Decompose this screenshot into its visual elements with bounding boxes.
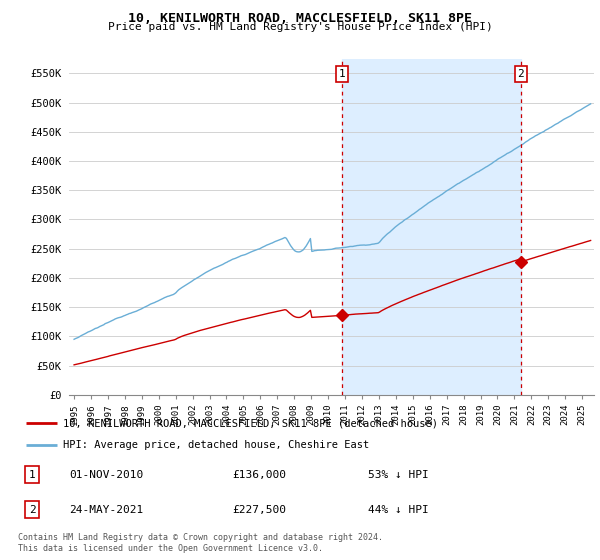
Text: 2: 2 — [29, 505, 35, 515]
Text: 01-NOV-2010: 01-NOV-2010 — [69, 470, 143, 479]
Bar — [342, 59, 521, 395]
Text: 1: 1 — [339, 69, 346, 79]
Text: 10, KENILWORTH ROAD, MACCLESFIELD, SK11 8PE: 10, KENILWORTH ROAD, MACCLESFIELD, SK11 … — [128, 12, 472, 25]
Text: 2: 2 — [517, 69, 524, 79]
Text: 53% ↓ HPI: 53% ↓ HPI — [368, 470, 428, 479]
Text: £136,000: £136,000 — [232, 470, 286, 479]
Text: 44% ↓ HPI: 44% ↓ HPI — [368, 505, 428, 515]
Text: 10, KENILWORTH ROAD, MACCLESFIELD, SK11 8PE (detached house): 10, KENILWORTH ROAD, MACCLESFIELD, SK11 … — [63, 418, 438, 428]
Text: Price paid vs. HM Land Registry's House Price Index (HPI): Price paid vs. HM Land Registry's House … — [107, 22, 493, 32]
Text: 24-MAY-2021: 24-MAY-2021 — [69, 505, 143, 515]
Text: 1: 1 — [29, 470, 35, 479]
Text: Contains HM Land Registry data © Crown copyright and database right 2024.
This d: Contains HM Land Registry data © Crown c… — [18, 533, 383, 553]
Text: HPI: Average price, detached house, Cheshire East: HPI: Average price, detached house, Ches… — [63, 440, 370, 450]
Text: £227,500: £227,500 — [232, 505, 286, 515]
